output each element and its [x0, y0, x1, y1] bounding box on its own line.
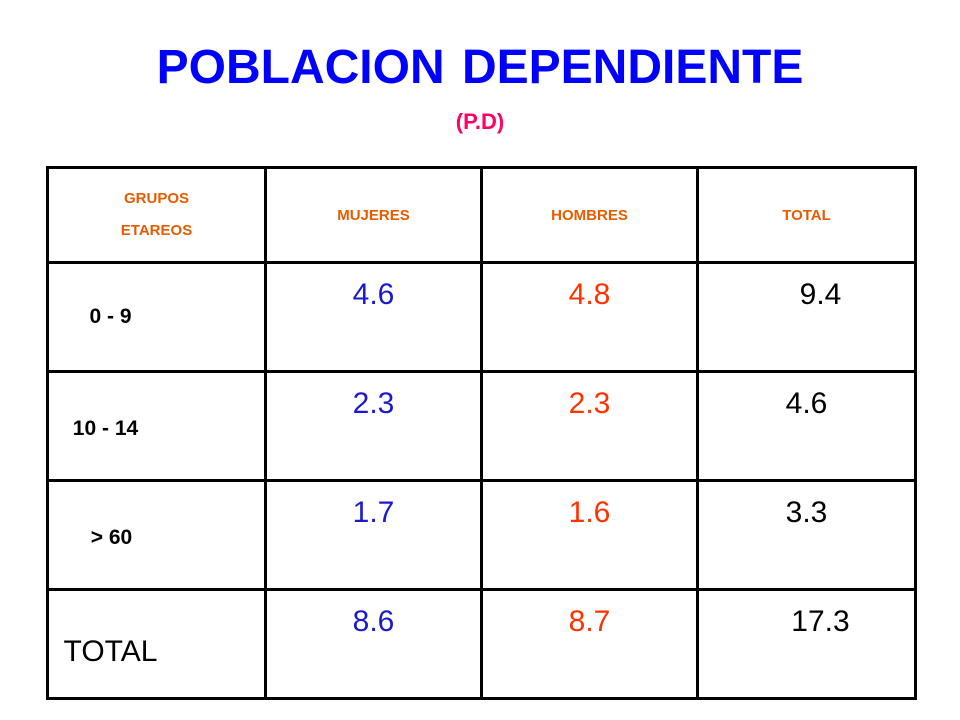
header-grupos-etareos: GRUPOS ETAREOS [46, 166, 267, 264]
total-value-cell: 9.4 [696, 261, 917, 373]
header-hombres: HOMBRES [480, 166, 699, 264]
header-mujeres: MUJERES [264, 166, 483, 264]
table-row-total: TOTAL 8.6 8.7 17.3 [46, 588, 917, 700]
row-label-cell: TOTAL [46, 588, 267, 700]
row-label: 10 - 14 [72, 417, 139, 440]
slide-title: POBLACION DEPENDIENTE [156, 41, 804, 94]
header-grupos-line1: GRUPOS [123, 190, 189, 207]
row-label: 0 - 9 [89, 305, 132, 328]
table-row: > 60 1.7 1.6 3.3 [46, 480, 917, 591]
row-label-cell: 10 - 14 [46, 370, 267, 482]
table-header-row: GRUPOS ETAREOS MUJERES HOMBRES TOTAL [46, 166, 917, 264]
hombres-value: 2.3 [480, 370, 699, 482]
total-value-cell: 17.3 [696, 588, 917, 700]
row-label-cell: > 60 [46, 480, 267, 591]
table-row: 10 - 14 2.3 2.3 4.6 [46, 370, 917, 482]
mujeres-value: 2.3 [264, 370, 483, 482]
row-label: > 60 [90, 526, 133, 549]
table-row: 0 - 9 4.6 4.8 9.4 [46, 261, 917, 373]
mujeres-value: 1.7 [264, 480, 483, 591]
hombres-value: 8.7 [480, 588, 699, 700]
row-label: TOTAL [63, 635, 158, 668]
slide-subtitle: (P.D) [455, 109, 505, 134]
total-value: 3.3 [696, 480, 917, 591]
header-total: TOTAL [696, 166, 917, 264]
dependent-population-table: GRUPOS ETAREOS MUJERES HOMBRES TOTAL 0 -… [46, 166, 917, 700]
hombres-value: 4.8 [480, 261, 699, 373]
mujeres-value: 4.6 [264, 261, 483, 373]
header-grupos-line2: ETAREOS [120, 222, 193, 239]
data-table-container: GRUPOS ETAREOS MUJERES HOMBRES TOTAL 0 -… [46, 166, 917, 700]
total-value: 9.4 [799, 278, 842, 311]
mujeres-value: 8.6 [264, 588, 483, 700]
hombres-value: 1.6 [480, 480, 699, 591]
row-label-cell: 0 - 9 [46, 261, 267, 373]
total-value: 4.6 [696, 370, 917, 482]
total-value: 17.3 [791, 605, 850, 638]
